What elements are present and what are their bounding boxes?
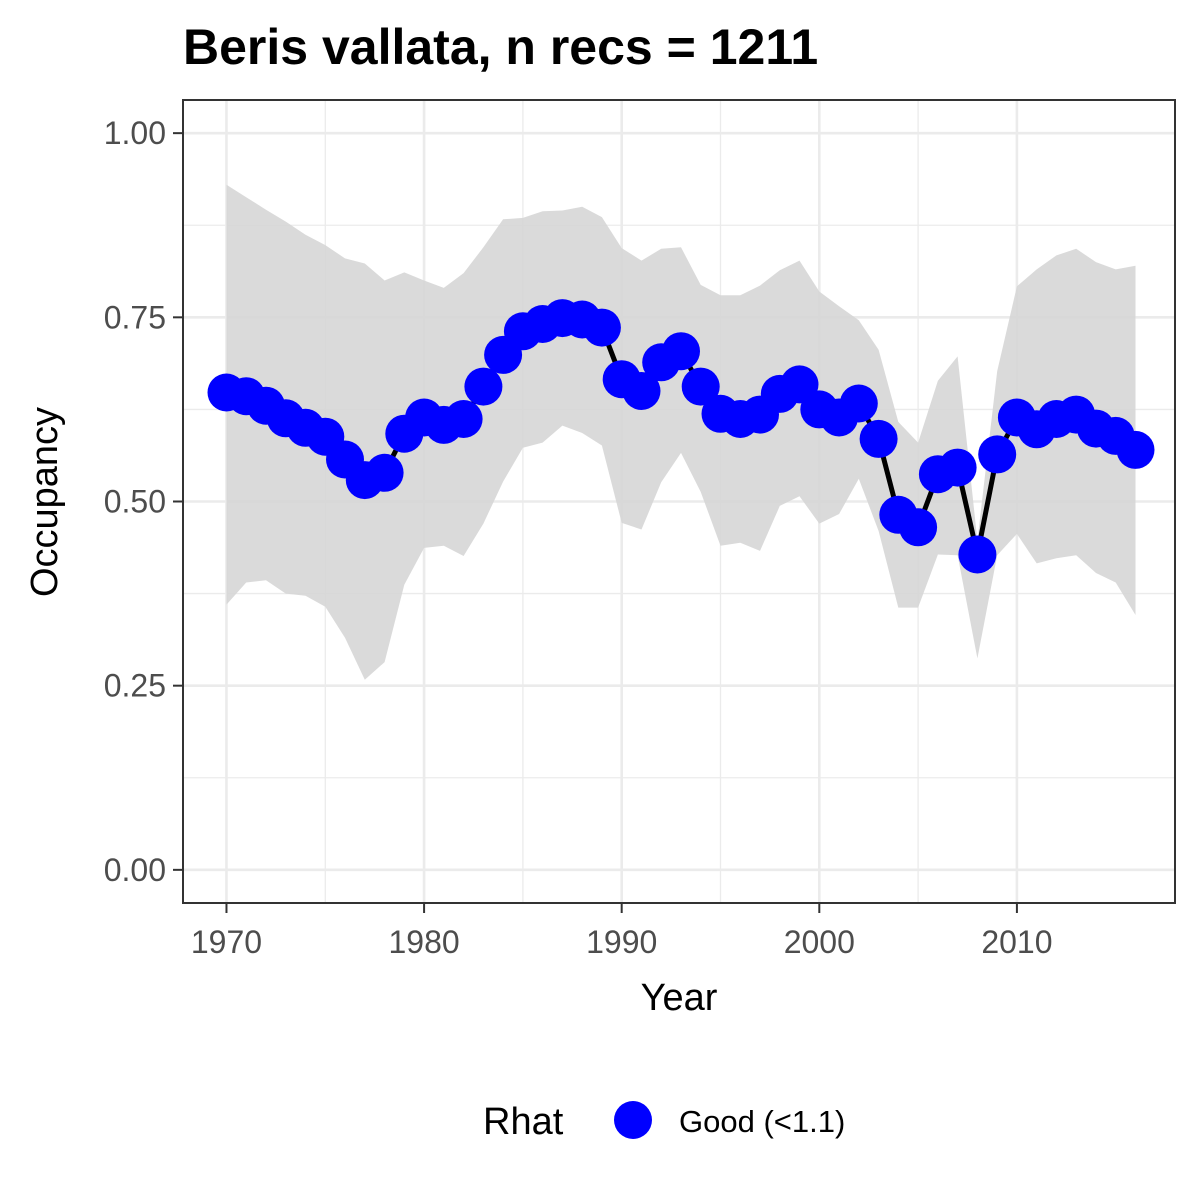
data-point <box>938 448 977 487</box>
y-tick-label: 1.00 <box>104 115 166 151</box>
data-point <box>444 400 483 438</box>
data-point <box>464 367 503 406</box>
y-tick-label: 0.50 <box>104 484 166 520</box>
legend-label-good: Good (<1.1) <box>679 1104 845 1139</box>
data-point <box>958 535 997 574</box>
x-axis: 1970 1980 1990 2000 2010 <box>191 903 1053 960</box>
chart-title: Beris vallata, n recs = 1211 <box>183 19 818 75</box>
data-point <box>662 332 700 371</box>
data-point <box>582 308 621 347</box>
confidence-ribbon-layer <box>226 184 1136 680</box>
x-tick-label: 2010 <box>981 924 1052 960</box>
data-point <box>622 372 661 410</box>
data-point <box>681 367 720 406</box>
legend-title: Rhat <box>483 1101 564 1143</box>
x-tick-label: 1980 <box>388 924 459 960</box>
data-point <box>365 453 404 492</box>
data-point <box>1116 430 1155 469</box>
data-point <box>899 508 938 547</box>
y-axis: 0.00 0.25 0.50 0.75 1.00 <box>104 115 183 888</box>
data-point <box>839 384 878 423</box>
x-axis-title: Year <box>641 977 718 1019</box>
x-tick-label: 1990 <box>586 924 657 960</box>
data-point <box>859 419 898 458</box>
x-tick-label: 2000 <box>784 924 855 960</box>
y-axis-title: Occupancy <box>24 407 66 597</box>
y-tick-label: 0.25 <box>104 668 166 704</box>
occupancy-points <box>207 299 1155 574</box>
confidence-ribbon <box>226 184 1136 680</box>
y-tick-label: 0.75 <box>104 299 166 335</box>
x-tick-label: 1970 <box>191 924 262 960</box>
data-point <box>978 435 1017 474</box>
legend-key-good <box>614 1101 652 1139</box>
y-tick-label: 0.00 <box>104 852 166 888</box>
legend: Rhat Good (<1.1) <box>483 1101 845 1143</box>
